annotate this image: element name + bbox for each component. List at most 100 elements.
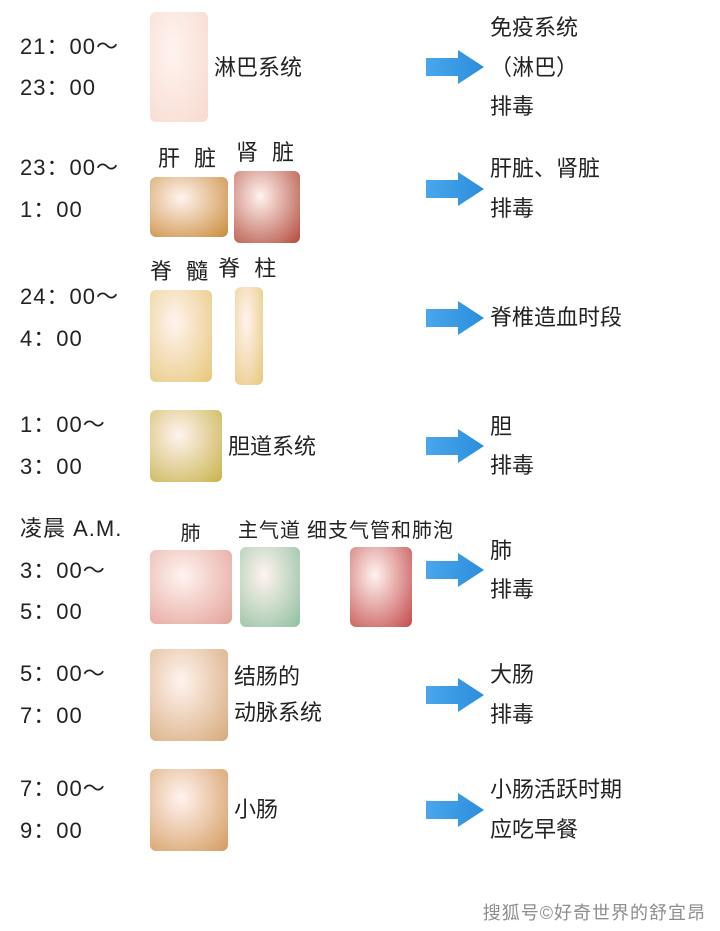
arrow-icon: [424, 791, 486, 829]
desc-line: 排毒: [490, 189, 700, 229]
organ-label: 细支气管和肺泡: [307, 514, 454, 543]
arrow-column: [420, 791, 490, 829]
arrow-column: [420, 299, 490, 337]
organ-block: 肾 脏: [234, 135, 300, 243]
time-column: 7：00～9：00: [20, 768, 150, 852]
desc-line: （淋巴）: [490, 48, 700, 88]
watermark-text: 搜狐号©好奇世界的舒宜昂: [483, 899, 706, 925]
organ-image: [150, 12, 208, 122]
organ-column: 结肠的动脉系统: [150, 649, 420, 741]
organ-block: [150, 769, 228, 851]
organ-system-label: 胆道系统: [228, 429, 316, 464]
organ-image: [234, 171, 300, 243]
time-end: 1：00: [20, 189, 150, 231]
description-column: 大肠排毒: [490, 655, 700, 734]
description-column: 肺排毒: [490, 531, 700, 610]
organ-image: [350, 547, 412, 627]
organ-block: [150, 12, 208, 122]
time-end: 23：00: [20, 67, 150, 109]
time-prefix: 凌晨 A.M.: [20, 508, 150, 550]
organ-image: [150, 649, 228, 741]
arrow-icon: [424, 676, 486, 714]
arrow-icon: [424, 551, 486, 589]
description-column: 肝脏、肾脏排毒: [490, 149, 700, 228]
time-column: 21：00～23：00: [20, 26, 150, 110]
arrow-column: [420, 48, 490, 86]
organ-label: 肺: [181, 517, 202, 546]
time-column: 凌晨 A.M.3：00～5：00: [20, 508, 150, 633]
schedule-row: 5：00～7：00 结肠的动脉系统 大肠排毒: [0, 637, 720, 752]
organ-block: 肺: [150, 517, 232, 624]
description-column: 免疫系统（淋巴）排毒: [490, 8, 700, 127]
desc-line: 小肠活跃时期: [490, 770, 700, 810]
time-end: 9：00: [20, 810, 150, 852]
time-end: 7：00: [20, 695, 150, 737]
organ-block: 脊 髓: [150, 254, 212, 382]
organ-system-label: 结肠的动脉系统: [234, 659, 322, 729]
schedule-row: 24：00～4：00脊 髓脊 柱 脊椎造血时段: [0, 247, 720, 389]
time-start: 5：00～: [20, 653, 150, 695]
organ-label: 脊 柱: [218, 251, 280, 283]
time-start: 21：00～: [20, 26, 150, 68]
arrow-column: [420, 676, 490, 714]
organ-label: 主气道: [238, 514, 301, 543]
organ-image: [150, 550, 232, 624]
organ-column: 胆道系统: [150, 410, 420, 482]
organ-column: 肺主气道细支气管和肺泡: [150, 514, 420, 627]
time-column: 23：00～1：00: [20, 147, 150, 231]
organ-block: 肝 脏: [150, 141, 228, 237]
organ-image: [235, 287, 263, 385]
desc-line: 排毒: [490, 695, 700, 735]
arrow-icon: [424, 299, 486, 337]
desc-line: 排毒: [490, 446, 700, 486]
description-column: 小肠活跃时期应吃早餐: [490, 770, 700, 849]
organ-label: 脊 髓: [150, 254, 212, 286]
organ-column: 肝 脏肾 脏: [150, 135, 420, 243]
organ-label: 肝 脏: [158, 141, 220, 173]
organ-system-label: 淋巴系统: [214, 50, 302, 85]
time-start: 3：00～: [20, 550, 150, 592]
organ-column: 小肠: [150, 769, 420, 851]
desc-line: 肝脏、肾脏: [490, 149, 700, 189]
organ-image: [150, 290, 212, 382]
schedule-row: 23：00～1：00肝 脏肾 脏 肝脏、肾脏排毒: [0, 131, 720, 247]
desc-line: 大肠: [490, 655, 700, 695]
desc-line: 排毒: [490, 570, 700, 610]
time-end: 3：00: [20, 446, 150, 488]
schedule-row: 1：00～3：00 胆道系统 胆排毒: [0, 389, 720, 504]
time-start: 1：00～: [20, 404, 150, 446]
organ-image: [240, 547, 300, 627]
desc-line: 应吃早餐: [490, 810, 700, 850]
organ-block: [150, 410, 222, 482]
description-column: 胆排毒: [490, 407, 700, 486]
time-column: 24：00～4：00: [20, 276, 150, 360]
organ-block: [150, 649, 228, 741]
description-column: 脊椎造血时段: [490, 298, 700, 338]
arrow-column: [420, 170, 490, 208]
time-end: 4：00: [20, 318, 150, 360]
organ-block: 脊 柱: [218, 251, 280, 385]
arrow-icon: [424, 48, 486, 86]
organ-label: 肾 脏: [236, 135, 298, 167]
arrow-icon: [424, 427, 486, 465]
time-start: 24：00～: [20, 276, 150, 318]
desc-line: 排毒: [490, 87, 700, 127]
time-end: 5：00: [20, 591, 150, 633]
desc-line: 胆: [490, 407, 700, 447]
schedule-row: 凌晨 A.M.3：00～5：00 肺 主气道细支气管和肺泡 肺排毒: [0, 504, 720, 637]
organ-image: [150, 410, 222, 482]
organ-image: [150, 769, 228, 851]
organ-block: 主气道: [238, 514, 301, 627]
time-column: 5：00～7：00: [20, 653, 150, 737]
organ-image: [150, 177, 228, 237]
organ-column: 脊 髓脊 柱: [150, 251, 420, 385]
organ-system-label: 小肠: [234, 792, 278, 827]
desc-line: 免疫系统: [490, 8, 700, 48]
schedule-row: 21：00～23：00 淋巴系统 免疫系统（淋巴）排毒: [0, 4, 720, 131]
time-column: 1：00～3：00: [20, 404, 150, 488]
arrow-column: [420, 551, 490, 589]
organ-column: 淋巴系统: [150, 12, 420, 122]
time-start: 23：00～: [20, 147, 150, 189]
time-start: 7：00～: [20, 768, 150, 810]
schedule-row: 7：00～9：00 小肠 小肠活跃时期应吃早餐: [0, 752, 720, 867]
